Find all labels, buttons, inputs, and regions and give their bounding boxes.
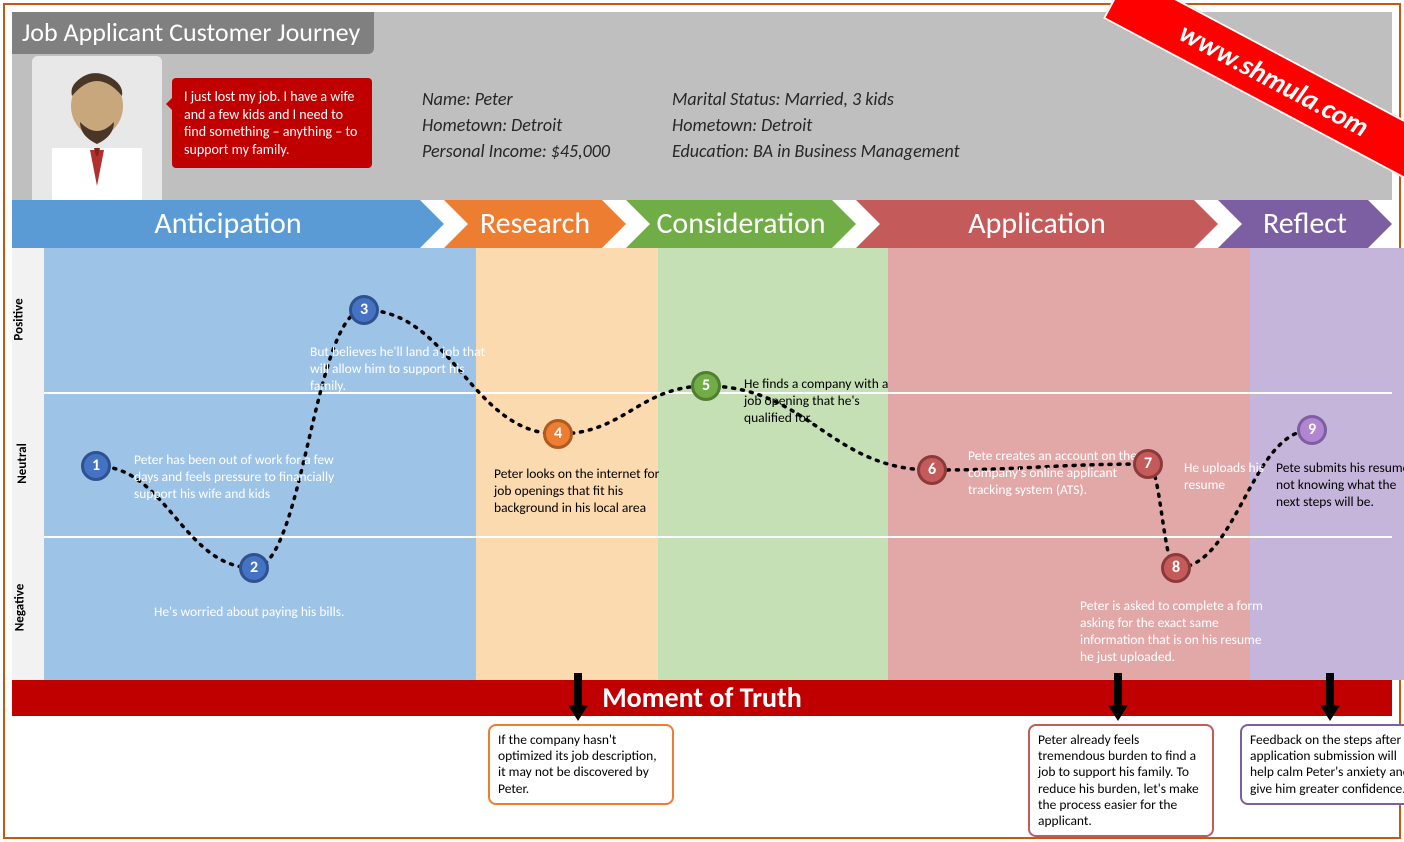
persona-education: Education: BA in Business Management [672, 138, 960, 164]
mot-arrow-1 [1108, 673, 1128, 721]
journey-node-5: 5 [691, 371, 721, 401]
persona-col-2: Marital Status: Married, 3 kids Hometown… [672, 86, 960, 164]
row-label-negative: Negative [12, 584, 27, 632]
phase-application: Application [856, 200, 1218, 248]
speech-bubble: I just lost my job. I have a wife and a … [172, 78, 372, 168]
journey-node-6: 6 [917, 455, 947, 485]
persona-name: Name: Peter [422, 86, 610, 112]
mot-box-0: If the company hasn't optimized its job … [488, 724, 674, 805]
page-title: Job Applicant Customer Journey [12, 12, 374, 54]
mot-arrow-2 [1320, 673, 1340, 721]
persona-hometown-2: Hometown: Detroit [672, 112, 960, 138]
journey-node-text-5: He finds a company with a job opening th… [744, 376, 894, 427]
phase-label: Consideration [650, 200, 832, 248]
avatar [32, 56, 162, 206]
journey-node-text-7: He uploads his resume [1184, 460, 1264, 494]
mot-box-1: Peter already feels tremendous burden to… [1028, 724, 1214, 837]
grid-col-research [476, 248, 658, 680]
grid-col-consideration [658, 248, 888, 680]
avatar-silhouette-icon [32, 56, 162, 206]
journey-node-text-3: But believes he'll land a job that will … [310, 344, 486, 395]
mot-arrow-0 [568, 673, 588, 721]
phase-consideration: Consideration [626, 200, 856, 248]
phase-label: Research [468, 200, 602, 248]
phase-anticipation: Anticipation [12, 200, 444, 248]
journey-node-text-8: Peter is asked to complete a form asking… [1080, 598, 1266, 666]
journey-node-text-4: Peter looks on the internet for job open… [494, 466, 674, 517]
journey-node-2: 2 [239, 553, 269, 583]
journey-node-text-9: Pete submits his resume, not knowing wha… [1276, 460, 1404, 511]
phase-row: Anticipation Research Consideration Applica… [12, 200, 1392, 248]
journey-node-text-6: Pete creates an account on the company's… [968, 448, 1138, 499]
journey-node-8: 8 [1161, 553, 1191, 583]
mot-box-2: Feedback on the steps after application … [1240, 724, 1404, 805]
journey-node-4: 4 [543, 419, 573, 449]
phase-research: Research [444, 200, 626, 248]
journey-node-1: 1 [81, 451, 111, 481]
journey-node-7: 7 [1133, 449, 1163, 479]
persona-income: Personal Income: $45,000 [422, 138, 610, 164]
journey-node-9: 9 [1297, 415, 1327, 445]
journey-node-text-1: Peter has been out of work for a few day… [134, 452, 354, 503]
journey-node-text-2: He's worried about paying his bills. [154, 604, 414, 621]
row-labels: Positive Neutral Negative [12, 248, 44, 680]
grid-separator-1 [44, 536, 1392, 538]
row-label-positive: Positive [12, 298, 27, 340]
persona-marital: Marital Status: Married, 3 kids [672, 86, 960, 112]
persona-hometown: Hometown: Detroit [422, 112, 610, 138]
moment-of-truth-bar: Moment of Truth [12, 680, 1392, 716]
phase-label: Anticipation [36, 200, 420, 248]
journey-node-3: 3 [349, 295, 379, 325]
phase-label: Reflect [1242, 200, 1368, 248]
phase-reflect: Reflect [1218, 200, 1392, 248]
persona-col-1: Name: Peter Hometown: Detroit Personal I… [422, 86, 610, 164]
phase-label: Application [880, 200, 1194, 248]
row-label-neutral: Neutral [15, 443, 30, 484]
journey-grid: Positive Neutral Negative 1 Peter has bee… [12, 248, 1392, 680]
